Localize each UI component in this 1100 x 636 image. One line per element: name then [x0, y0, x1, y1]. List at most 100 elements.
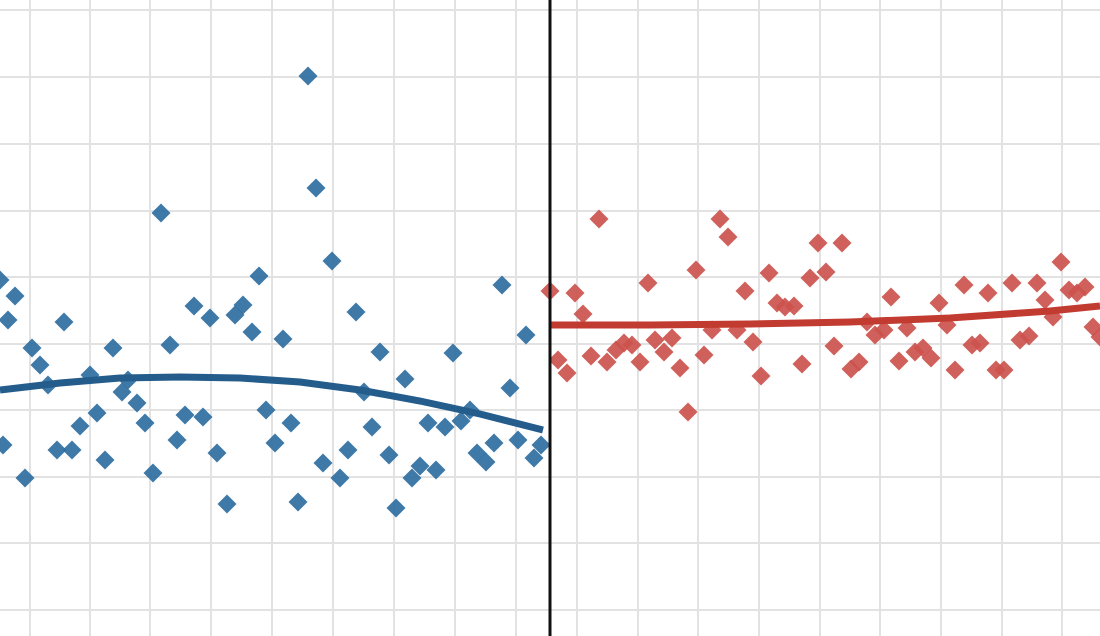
point	[175, 405, 195, 425]
point	[207, 443, 227, 463]
point	[313, 453, 333, 473]
point	[678, 402, 698, 422]
point	[565, 283, 585, 303]
point	[500, 378, 520, 398]
point	[386, 498, 406, 518]
point	[492, 275, 512, 295]
point	[184, 296, 204, 316]
point	[824, 336, 844, 356]
point	[151, 203, 171, 223]
point	[849, 352, 869, 372]
point	[573, 304, 593, 324]
point	[832, 233, 852, 253]
point	[47, 440, 67, 460]
point	[881, 287, 901, 307]
point	[330, 468, 350, 488]
point	[670, 358, 690, 378]
point	[874, 320, 894, 340]
point	[288, 492, 308, 512]
point	[242, 322, 262, 342]
point	[256, 400, 276, 420]
point	[662, 328, 682, 348]
point	[792, 354, 812, 374]
point	[622, 335, 642, 355]
point	[945, 360, 965, 380]
point	[759, 263, 779, 283]
point	[751, 366, 771, 386]
point	[217, 494, 237, 514]
point	[103, 338, 123, 358]
point	[710, 209, 730, 229]
point	[581, 346, 601, 366]
point	[970, 333, 990, 353]
point	[395, 369, 415, 389]
point	[160, 335, 180, 355]
point	[921, 348, 941, 368]
point	[443, 343, 463, 363]
point	[1002, 273, 1022, 293]
point	[435, 417, 455, 437]
point	[322, 251, 342, 271]
point	[816, 262, 836, 282]
point	[1075, 277, 1095, 297]
point	[338, 440, 358, 460]
point	[1035, 290, 1055, 310]
point	[1090, 327, 1100, 347]
point	[402, 468, 422, 488]
point	[743, 332, 763, 352]
point	[167, 430, 187, 450]
point	[557, 363, 577, 383]
point	[273, 329, 293, 349]
point	[95, 450, 115, 470]
point	[735, 281, 755, 301]
point	[265, 433, 285, 453]
point	[298, 66, 318, 86]
point	[426, 460, 446, 480]
point	[0, 435, 13, 455]
fit-line	[550, 302, 1100, 329]
point	[1019, 326, 1039, 346]
point	[589, 209, 609, 229]
point	[62, 440, 82, 460]
point	[112, 382, 132, 402]
point	[0, 270, 10, 290]
point	[516, 325, 536, 345]
point	[0, 310, 18, 330]
point	[994, 360, 1014, 380]
point	[800, 268, 820, 288]
point	[370, 342, 390, 362]
point	[70, 416, 90, 436]
point	[362, 417, 382, 437]
point	[718, 227, 738, 247]
point	[15, 468, 35, 488]
point	[233, 295, 253, 315]
point	[22, 338, 42, 358]
point	[508, 430, 528, 450]
point	[306, 178, 326, 198]
point	[410, 456, 430, 476]
point	[346, 302, 366, 322]
point	[193, 407, 213, 427]
point	[929, 293, 949, 313]
point	[249, 266, 269, 286]
point	[638, 273, 658, 293]
point	[597, 352, 617, 372]
point	[5, 286, 25, 306]
point	[87, 403, 107, 423]
point	[127, 393, 147, 413]
point	[135, 413, 155, 433]
point	[476, 452, 496, 472]
point	[524, 448, 544, 468]
point	[484, 433, 504, 453]
point	[54, 312, 74, 332]
point	[1027, 273, 1047, 293]
point	[418, 413, 438, 433]
point	[630, 352, 650, 372]
point	[889, 351, 909, 371]
point	[1051, 252, 1071, 272]
point	[30, 355, 50, 375]
point	[548, 350, 568, 370]
point	[451, 411, 471, 431]
